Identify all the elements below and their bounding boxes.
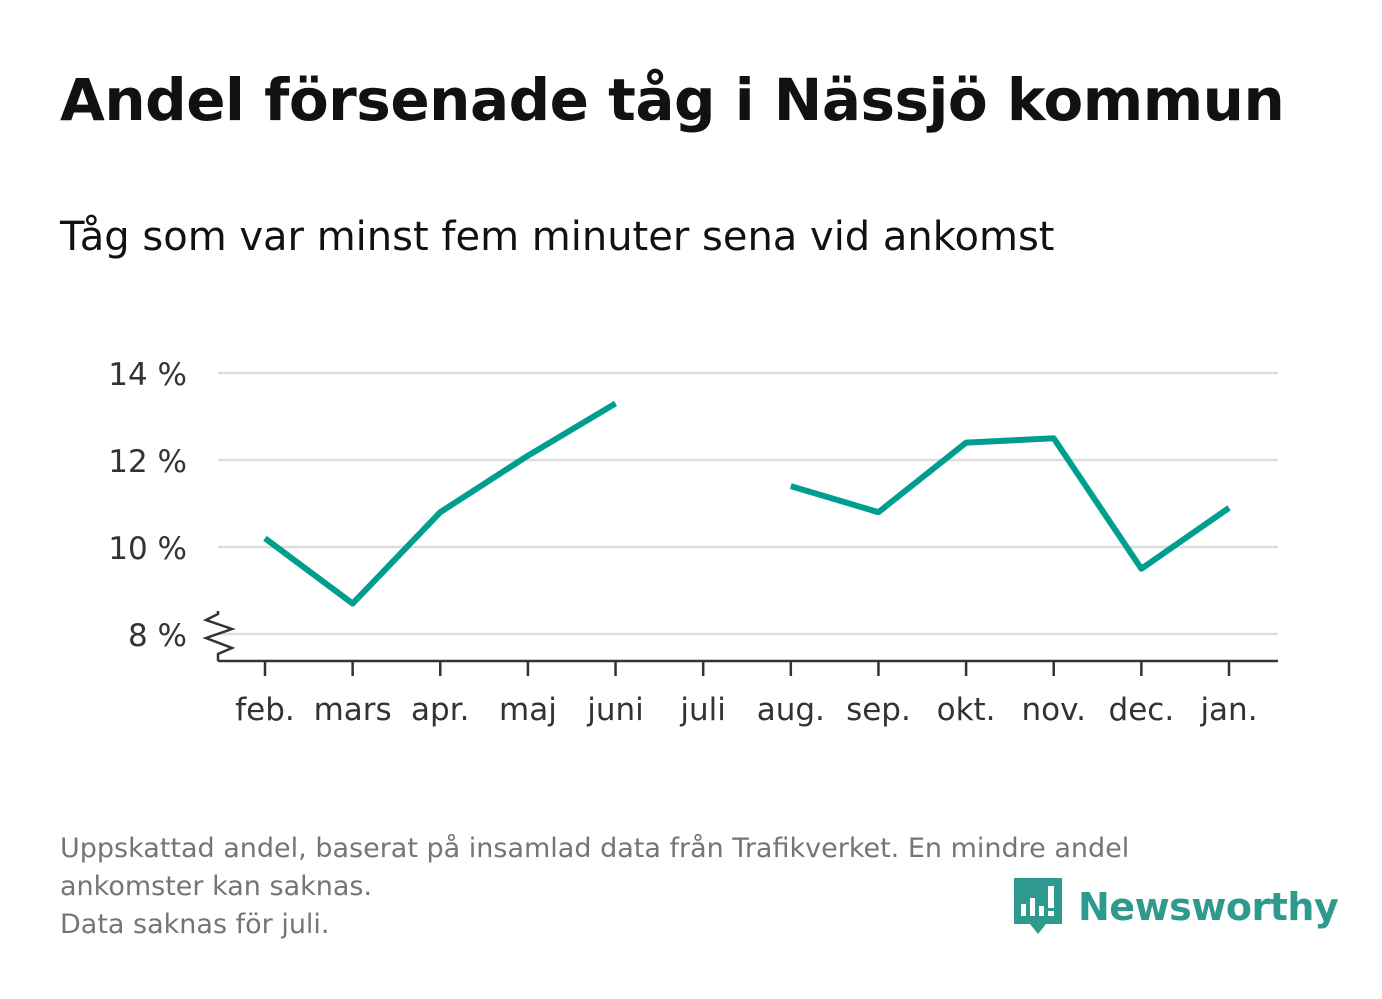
x-tick-label: apr. xyxy=(411,692,469,728)
bar-chart-speech-bubble-icon xyxy=(1014,878,1062,934)
footnote-line-2: ankomster kan saknas. xyxy=(60,871,373,902)
x-tick-label: aug. xyxy=(757,692,825,728)
brand-logo: Newsworthy xyxy=(1012,876,1339,938)
y-tick-label: 8 % xyxy=(128,618,187,654)
x-tick-label: juli xyxy=(679,692,726,728)
footnote: Uppskattad andel, baserat på insamlad da… xyxy=(60,830,1320,944)
chart-title: Andel försenade tåg i Nässjö kommun xyxy=(60,66,1285,134)
x-tick-label: jan. xyxy=(1199,692,1257,728)
series-line-segment xyxy=(263,400,618,607)
footnote-line-1: Uppskattad andel, baserat på insamlad da… xyxy=(60,833,1130,864)
y-tick-label: 14 % xyxy=(108,357,187,393)
y-tick-label: 10 % xyxy=(108,531,187,567)
x-tick-label: sep. xyxy=(846,692,911,728)
x-axis-tick-labels: feb. mars apr. maj juni juli aug. sep. okt. nov. d… xyxy=(235,692,1257,728)
x-tick-label: nov. xyxy=(1022,692,1086,728)
grid-lines xyxy=(218,371,1278,636)
y-axis-break-mark xyxy=(202,611,236,661)
x-axis xyxy=(218,659,1278,676)
chart-subtitle: Tåg som var minst fem minuter sena vid a… xyxy=(60,214,1055,260)
y-axis-tick-labels: 8 % 10 % 12 % 14 % xyxy=(108,357,187,654)
footnote-line-3: Data saknas för juli. xyxy=(60,909,330,940)
x-tick-label: okt. xyxy=(937,692,996,728)
x-tick-label: mars xyxy=(314,692,392,728)
y-tick-label: 12 % xyxy=(108,444,187,480)
x-tick-label: juni xyxy=(586,692,644,728)
x-tick-label: dec. xyxy=(1109,692,1175,728)
brand-name: Newsworthy xyxy=(1078,885,1339,929)
series-lines xyxy=(263,400,1231,607)
axis-break-zigzag xyxy=(202,611,236,661)
series-line-segment xyxy=(789,435,1231,572)
x-tick-label: feb. xyxy=(235,692,295,728)
line-chart: 8 % 10 % 12 % 14 % feb. mars apr. maj juni juli a… xyxy=(108,357,1278,728)
x-tick-label: maj xyxy=(499,692,557,728)
